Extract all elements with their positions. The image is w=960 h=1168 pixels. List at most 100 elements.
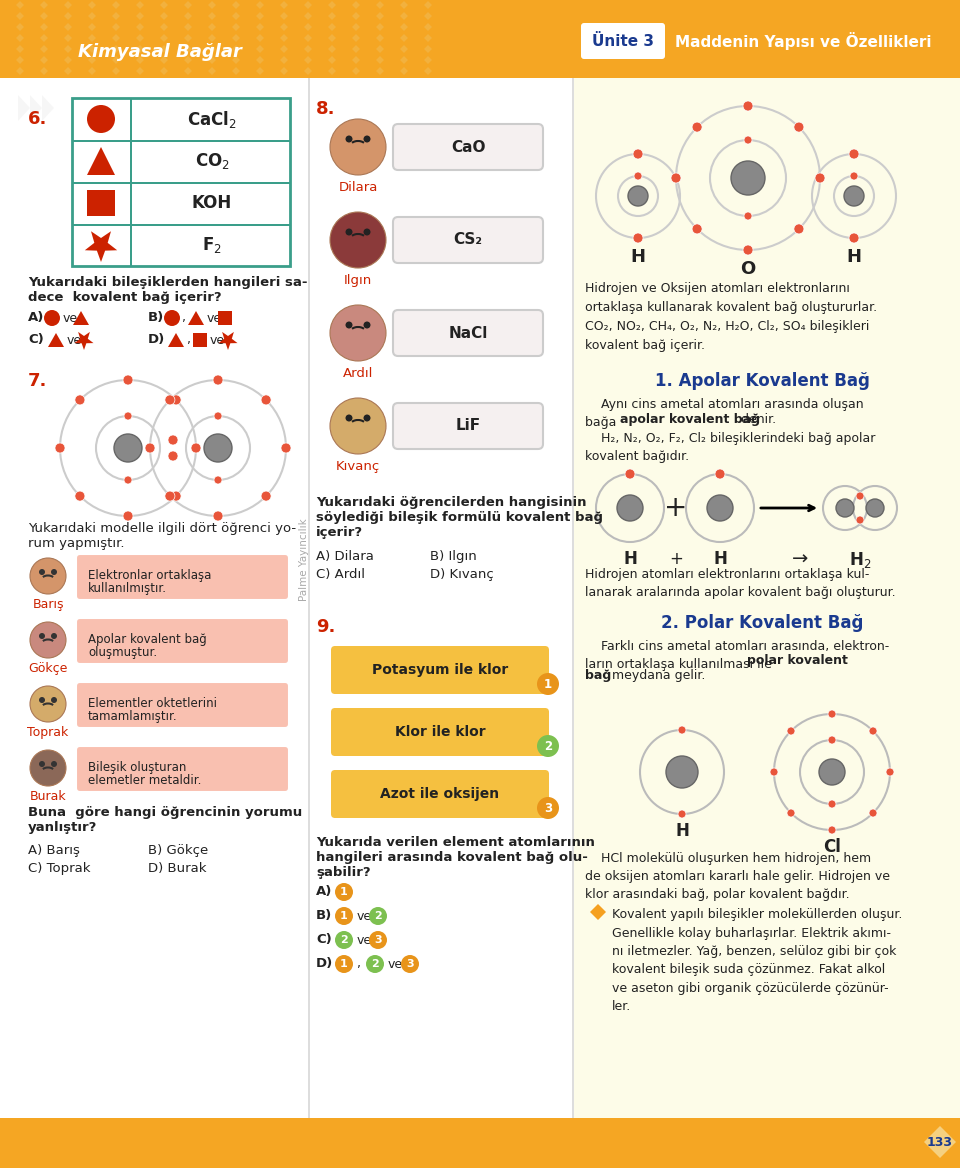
Circle shape [844,186,864,206]
Polygon shape [208,46,216,53]
Polygon shape [400,12,408,20]
Circle shape [617,495,643,521]
Circle shape [335,931,353,948]
Text: A) Barış: A) Barış [28,844,80,857]
Circle shape [30,623,66,658]
Text: rum yapmıştır.: rum yapmıştır. [28,537,125,550]
Circle shape [856,516,864,524]
Polygon shape [424,1,432,9]
Polygon shape [232,34,240,42]
Polygon shape [304,67,312,75]
Text: LiF: LiF [455,418,481,433]
Circle shape [171,491,181,501]
Circle shape [364,415,371,422]
Text: NaCl: NaCl [448,326,488,341]
Text: Yukarıda verilen element atomlarının: Yukarıda verilen element atomlarının [316,836,595,849]
Polygon shape [136,34,144,42]
Circle shape [869,726,877,735]
Polygon shape [208,56,216,64]
Text: CaCl$_2$: CaCl$_2$ [187,109,237,130]
Circle shape [537,673,559,695]
Polygon shape [40,46,48,53]
Circle shape [124,477,132,484]
Polygon shape [328,46,336,53]
Text: Klor ile klor: Klor ile klor [395,725,486,739]
Text: B) Gökçe: B) Gökçe [148,844,208,857]
Polygon shape [328,23,336,32]
Polygon shape [590,904,606,920]
Text: 2: 2 [544,739,552,752]
Circle shape [819,759,845,785]
Circle shape [537,797,559,819]
Polygon shape [184,67,192,75]
Circle shape [44,310,60,326]
Circle shape [770,769,778,776]
Circle shape [30,686,66,722]
FancyBboxPatch shape [393,217,543,263]
Polygon shape [16,23,24,32]
Text: Farklı cins ametal atomları arasında, elektron-
ların ortaklaşa kullanılması ile: Farklı cins ametal atomları arasında, el… [585,640,889,670]
Polygon shape [304,34,312,42]
Polygon shape [256,34,264,42]
Text: CaO: CaO [451,139,485,154]
Circle shape [51,697,57,703]
Circle shape [743,100,753,111]
Text: 7.: 7. [28,371,47,390]
Text: CO$_2$: CO$_2$ [195,151,229,171]
FancyBboxPatch shape [76,746,289,792]
Text: C): C) [316,933,332,946]
Circle shape [330,305,386,361]
Text: B): B) [148,312,164,325]
Circle shape [787,809,795,816]
Bar [572,78,574,1118]
Polygon shape [136,56,144,64]
Text: denir.: denir. [737,413,776,426]
Circle shape [828,710,836,718]
Text: Barış: Barış [33,598,63,611]
Polygon shape [328,1,336,9]
Circle shape [39,762,45,767]
Text: ,: , [357,958,361,971]
Polygon shape [184,23,192,32]
Polygon shape [376,12,384,20]
Polygon shape [328,56,336,64]
Circle shape [828,826,836,834]
Circle shape [836,499,854,517]
Polygon shape [208,67,216,75]
Polygon shape [352,12,360,20]
Circle shape [715,470,725,479]
Polygon shape [160,34,168,42]
Polygon shape [160,12,168,20]
Polygon shape [75,332,93,350]
Text: meydana gelir.: meydana gelir. [608,669,706,682]
Circle shape [787,726,795,735]
Polygon shape [924,1126,956,1157]
Circle shape [123,512,133,521]
Text: 1. Apolar Kovalent Bağ: 1. Apolar Kovalent Bağ [655,371,870,390]
Text: Buna  göre hangi öğrencinin yorumu: Buna göre hangi öğrencinin yorumu [28,806,302,819]
Circle shape [364,135,371,142]
Circle shape [794,123,804,132]
Circle shape [869,809,877,816]
Text: D): D) [148,334,165,347]
Circle shape [633,232,643,243]
Circle shape [330,119,386,175]
Polygon shape [219,332,237,350]
Polygon shape [40,56,48,64]
Text: yanlıştır?: yanlıştır? [28,821,97,834]
Polygon shape [112,46,120,53]
Circle shape [828,736,836,744]
Circle shape [165,491,175,501]
Polygon shape [16,12,24,20]
Polygon shape [160,67,168,75]
Text: ve: ve [388,958,403,971]
Text: C) Toprak: C) Toprak [28,862,90,875]
Circle shape [39,697,45,703]
Text: Hidrojen ve Oksijen atomları elektronlarını
ortaklaşa kullanarak kovalent bağ ol: Hidrojen ve Oksijen atomları elektronlar… [585,281,877,352]
Circle shape [671,173,681,183]
Text: Palme Yayıncılık: Palme Yayıncılık [299,519,309,602]
Text: 2. Polar Kovalent Bağ: 2. Polar Kovalent Bağ [660,614,863,632]
Text: →: → [792,550,808,569]
Polygon shape [232,23,240,32]
Polygon shape [232,67,240,75]
